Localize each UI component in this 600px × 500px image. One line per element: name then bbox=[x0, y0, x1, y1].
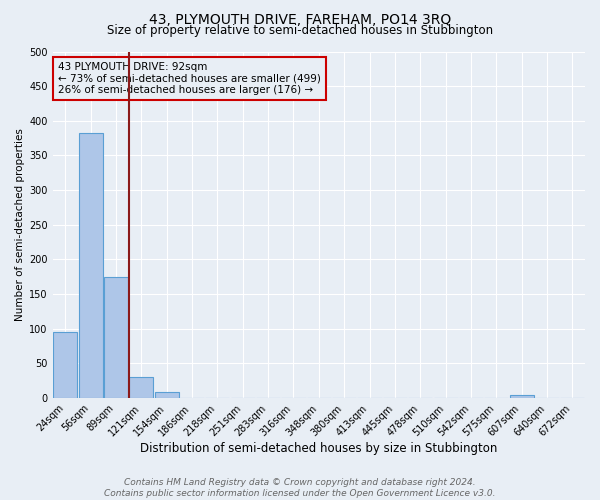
Y-axis label: Number of semi-detached properties: Number of semi-detached properties bbox=[15, 128, 25, 321]
Text: 43 PLYMOUTH DRIVE: 92sqm
← 73% of semi-detached houses are smaller (499)
26% of : 43 PLYMOUTH DRIVE: 92sqm ← 73% of semi-d… bbox=[58, 62, 321, 95]
X-axis label: Distribution of semi-detached houses by size in Stubbington: Distribution of semi-detached houses by … bbox=[140, 442, 497, 455]
Text: Contains HM Land Registry data © Crown copyright and database right 2024.
Contai: Contains HM Land Registry data © Crown c… bbox=[104, 478, 496, 498]
Bar bbox=[53, 332, 77, 398]
Text: 43, PLYMOUTH DRIVE, FAREHAM, PO14 3RQ: 43, PLYMOUTH DRIVE, FAREHAM, PO14 3RQ bbox=[149, 12, 451, 26]
Bar bbox=[155, 392, 179, 398]
Bar bbox=[104, 276, 128, 398]
Bar bbox=[130, 377, 154, 398]
Bar bbox=[79, 132, 103, 398]
Text: Size of property relative to semi-detached houses in Stubbington: Size of property relative to semi-detach… bbox=[107, 24, 493, 37]
Bar bbox=[509, 394, 533, 398]
